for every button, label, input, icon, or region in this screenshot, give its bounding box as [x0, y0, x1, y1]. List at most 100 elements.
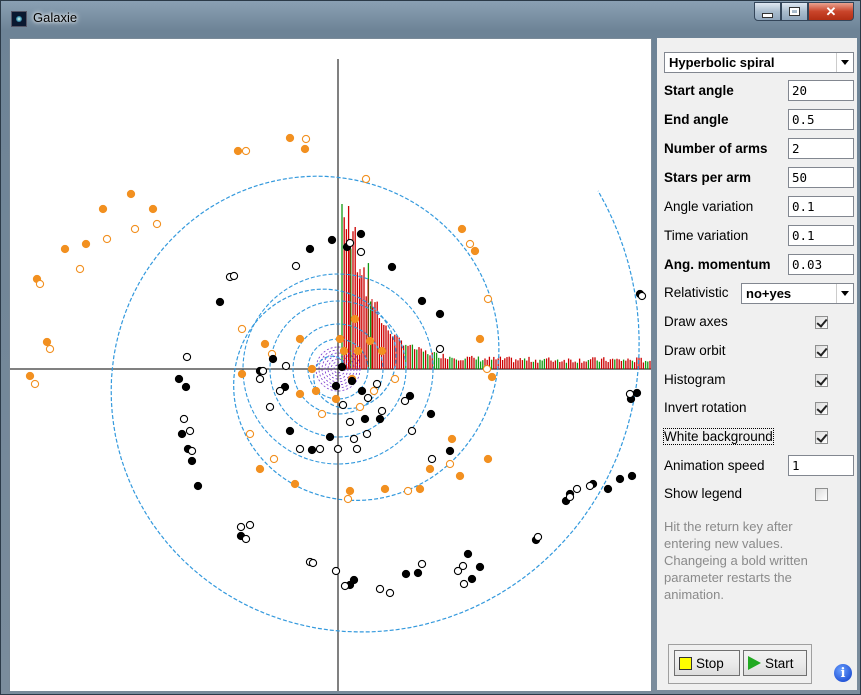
end-angle-label: End angle [664, 112, 729, 127]
minimize-button[interactable] [754, 2, 781, 21]
star [380, 484, 390, 494]
star [585, 481, 595, 491]
draw-axes-checkbox[interactable] [815, 316, 828, 329]
close-icon: ✕ [825, 4, 837, 19]
draw-axes-label: Draw axes [664, 314, 728, 329]
angle-variation-field[interactable]: 0.1 [788, 196, 854, 217]
star [241, 146, 251, 156]
star [295, 444, 305, 454]
star [331, 394, 341, 404]
star [60, 244, 70, 254]
star [35, 279, 45, 289]
star [369, 386, 379, 396]
star [347, 376, 357, 386]
star [45, 344, 55, 354]
star [365, 336, 375, 346]
time-variation-field[interactable]: 0.1 [788, 225, 854, 246]
star [98, 204, 108, 214]
star [81, 239, 91, 249]
star [457, 224, 467, 234]
star [445, 459, 455, 469]
star [215, 297, 225, 307]
relativistic-label: Relativistic [664, 285, 729, 300]
stars-per-arm-field[interactable]: 50 [788, 167, 854, 188]
invert-rotation-label: Invert rotation [664, 400, 747, 415]
star [377, 346, 387, 356]
star [407, 426, 417, 436]
star [475, 562, 485, 572]
animation-speed-label: Animation speed [664, 458, 765, 473]
star [625, 389, 635, 399]
star [193, 481, 203, 491]
star [627, 471, 637, 481]
title-bar[interactable]: Galaxie ✕ [1, 1, 860, 35]
star [245, 429, 255, 439]
star [255, 374, 265, 384]
star [343, 494, 353, 504]
close-button[interactable]: ✕ [808, 2, 854, 21]
histogram-checkbox[interactable] [815, 374, 828, 387]
star [445, 446, 455, 456]
galaxy-canvas[interactable] [9, 38, 652, 692]
stop-button[interactable]: Stop [674, 650, 740, 676]
model-select[interactable]: Hyperbolic spiral [664, 52, 854, 73]
white-background-checkbox[interactable] [815, 431, 828, 444]
number-of-arms-field[interactable]: 2 [788, 138, 854, 159]
star [463, 549, 473, 559]
chevron-down-icon[interactable] [836, 284, 853, 303]
show-legend-checkbox[interactable] [815, 488, 828, 501]
start-button-label: Start [765, 655, 794, 671]
star [181, 382, 191, 392]
star [295, 334, 305, 344]
star [281, 361, 291, 371]
star [632, 388, 642, 398]
star [483, 294, 493, 304]
draw-orbit-checkbox[interactable] [815, 345, 828, 358]
help-text: Hit the return key after entering new va… [664, 519, 808, 602]
chevron-down-icon[interactable] [836, 53, 853, 72]
star [572, 484, 582, 494]
star [417, 559, 427, 569]
star [185, 426, 195, 436]
info-icon[interactable]: i [834, 664, 852, 682]
star [295, 389, 305, 399]
ang-momentum-field[interactable]: 0.03 [788, 254, 854, 275]
star [362, 429, 372, 439]
star [102, 234, 112, 244]
invert-rotation-checkbox[interactable] [815, 402, 828, 415]
star [615, 474, 625, 484]
end-angle-field[interactable]: 0.5 [788, 109, 854, 130]
star [467, 574, 477, 584]
start-angle-label: Start angle [664, 83, 734, 98]
draw-orbit-label: Draw orbit [664, 343, 726, 358]
star [390, 374, 400, 384]
star [356, 247, 366, 257]
star [453, 566, 463, 576]
stop-button-label: Stop [696, 655, 724, 671]
star [152, 219, 162, 229]
star [126, 189, 136, 199]
star [349, 434, 359, 444]
star [533, 532, 543, 542]
star [327, 235, 337, 245]
star [174, 374, 184, 384]
animation-speed-field[interactable]: 1 [788, 455, 854, 476]
relativistic-select[interactable]: no+yes [741, 283, 854, 304]
star [187, 446, 197, 456]
star [603, 484, 613, 494]
start-angle-field[interactable]: 20 [788, 80, 854, 101]
star [233, 146, 243, 156]
star [285, 426, 295, 436]
star [427, 454, 437, 464]
orbit-circle [269, 300, 407, 438]
star [377, 406, 387, 416]
star [260, 339, 270, 349]
green-play-icon [748, 656, 761, 670]
star [345, 486, 355, 496]
star [258, 366, 268, 376]
star [300, 144, 310, 154]
maximize-button[interactable] [781, 2, 808, 21]
star [375, 584, 385, 594]
histogram-label: Histogram [664, 372, 726, 387]
start-button[interactable]: Start [743, 650, 807, 676]
